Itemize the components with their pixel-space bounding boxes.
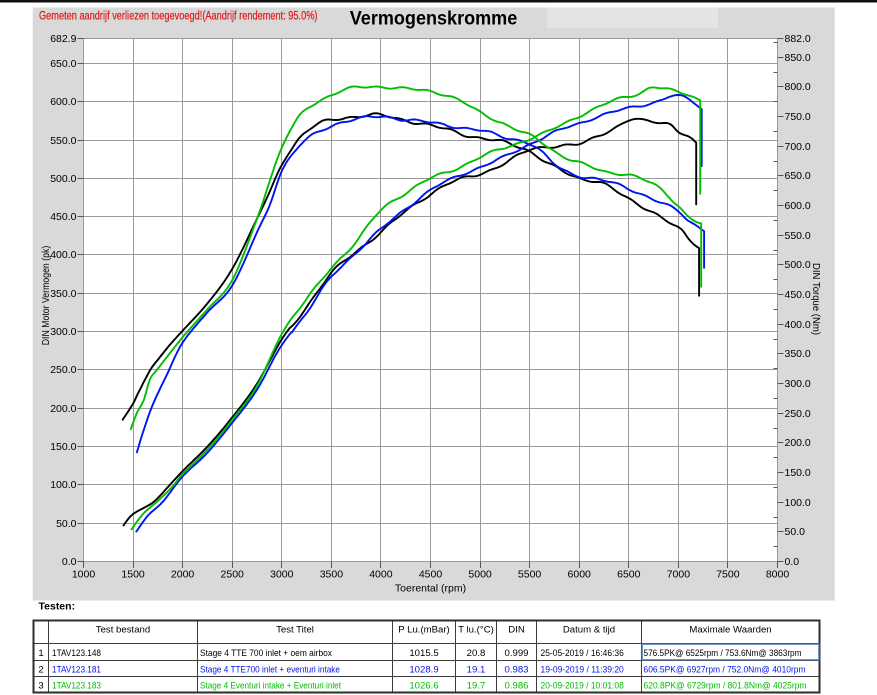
svg-text:DIN Motor Vermogen (pk): DIN Motor Vermogen (pk)	[40, 246, 52, 346]
svg-text:2: 2	[38, 664, 43, 675]
svg-text:Datum & tijd: Datum & tijd	[563, 625, 615, 636]
svg-text:1: 1	[38, 648, 43, 659]
svg-text:Stage 4 TTE 700 inlet + oem a: Stage 4 TTE 700 inlet + oem airbox	[200, 648, 332, 659]
svg-text:606.5PK@ 6927rpm / 752.0Nm@ 40: 606.5PK@ 6927rpm / 752.0Nm@ 4010rpm	[644, 664, 806, 675]
svg-text:7000: 7000	[667, 569, 691, 581]
svg-text:150.0: 150.0	[50, 441, 76, 453]
svg-text:6000: 6000	[568, 569, 592, 581]
svg-text:DIN Torque (Nm): DIN Torque (Nm)	[810, 263, 822, 335]
svg-text:100.0: 100.0	[50, 479, 76, 491]
svg-text:Vermogenskromme: Vermogenskromme	[350, 8, 518, 29]
svg-text:600.0: 600.0	[785, 200, 811, 212]
svg-text:1TAV123.183: 1TAV123.183	[52, 681, 101, 692]
svg-text:576.5PK@ 6525rpm / 753.6Nm@ 38: 576.5PK@ 6525rpm / 753.6Nm@ 3863rpm	[644, 648, 802, 659]
svg-text:0.0: 0.0	[62, 556, 77, 568]
svg-text:19-09-2019 / 11:39:20: 19-09-2019 / 11:39:20	[541, 664, 624, 675]
svg-text:Toerental (rpm): Toerental (rpm)	[395, 583, 466, 595]
svg-text:25-05-2019 / 16:46:36: 25-05-2019 / 16:46:36	[541, 648, 624, 659]
svg-text:500.0: 500.0	[50, 173, 76, 185]
svg-text:DIN: DIN	[508, 625, 525, 636]
svg-text:650.0: 650.0	[785, 170, 811, 182]
svg-text:1028.9: 1028.9	[409, 664, 438, 675]
svg-text:4500: 4500	[419, 569, 443, 581]
svg-text:50.0: 50.0	[785, 526, 806, 538]
svg-text:650.0: 650.0	[50, 58, 76, 70]
svg-text:1015.5: 1015.5	[409, 648, 438, 659]
svg-text:Testen:: Testen:	[39, 601, 76, 613]
svg-text:550.0: 550.0	[785, 230, 811, 242]
svg-text:3: 3	[38, 681, 43, 692]
svg-text:850.0: 850.0	[785, 52, 811, 64]
svg-text:750.0: 750.0	[785, 111, 811, 123]
svg-text:5500: 5500	[518, 569, 542, 581]
svg-text:Stage 4 Eventuri intake + Even: Stage 4 Eventuri intake + Eventuri inlet	[200, 681, 341, 692]
svg-text:50.0: 50.0	[56, 518, 77, 530]
svg-text:300.0: 300.0	[50, 326, 76, 338]
svg-text:450.0: 450.0	[50, 211, 76, 223]
svg-text:20.8: 20.8	[467, 648, 486, 659]
svg-text:0.983: 0.983	[504, 664, 528, 675]
svg-text:1000: 1000	[72, 569, 96, 581]
svg-text:P Lu.(mBar): P Lu.(mBar)	[398, 625, 450, 636]
svg-text:1TAV123.148: 1TAV123.148	[52, 648, 101, 659]
svg-text:0.986: 0.986	[504, 681, 528, 692]
svg-text:3500: 3500	[320, 569, 344, 581]
svg-text:Stage 4 TTE700 inlet + eventur: Stage 4 TTE700 inlet + eventuri intake	[200, 664, 340, 675]
svg-text:500.0: 500.0	[785, 259, 811, 271]
svg-text:400.0: 400.0	[50, 249, 76, 261]
svg-text:300.0: 300.0	[785, 378, 811, 390]
svg-text:150.0: 150.0	[785, 467, 811, 479]
svg-text:20-09-2019 / 10:01:08: 20-09-2019 / 10:01:08	[541, 681, 624, 692]
svg-text:400.0: 400.0	[785, 319, 811, 331]
svg-text:200.0: 200.0	[785, 437, 811, 449]
svg-text:450.0: 450.0	[785, 289, 811, 301]
svg-text:1TAV123.181: 1TAV123.181	[52, 664, 101, 675]
svg-text:0.0: 0.0	[785, 556, 800, 568]
svg-text:2000: 2000	[171, 569, 195, 581]
svg-text:700.0: 700.0	[785, 141, 811, 153]
svg-text:250.0: 250.0	[50, 364, 76, 376]
svg-text:600.0: 600.0	[50, 96, 76, 108]
svg-text:682.9: 682.9	[50, 33, 76, 45]
svg-text:6500: 6500	[617, 569, 641, 581]
svg-text:Test bestand: Test bestand	[96, 625, 150, 636]
svg-text:19.7: 19.7	[467, 681, 486, 692]
svg-text:7500: 7500	[716, 569, 740, 581]
svg-text:Test Titel: Test Titel	[276, 625, 314, 636]
svg-text:Gemeten aandrijf verliezen toe: Gemeten aandrijf verliezen toegevoegd!(A…	[39, 8, 318, 22]
svg-text:800.0: 800.0	[785, 81, 811, 93]
svg-text:882.0: 882.0	[785, 33, 811, 45]
svg-text:T lu.(°C): T lu.(°C)	[458, 625, 494, 636]
svg-text:8000: 8000	[766, 569, 790, 581]
svg-text:200.0: 200.0	[50, 403, 76, 415]
svg-text:550.0: 550.0	[50, 135, 76, 147]
svg-text:3000: 3000	[270, 569, 294, 581]
svg-text:350.0: 350.0	[785, 348, 811, 360]
svg-text:1500: 1500	[121, 569, 145, 581]
svg-text:1026.6: 1026.6	[409, 681, 438, 692]
svg-text:Maximale Waarden: Maximale Waarden	[689, 625, 771, 636]
svg-text:620.8PK@ 6729rpm / 801.8Nm@ 40: 620.8PK@ 6729rpm / 801.8Nm@ 4025rpm	[644, 681, 807, 692]
svg-text:5000: 5000	[468, 569, 492, 581]
svg-text:100.0: 100.0	[785, 497, 811, 509]
svg-text:350.0: 350.0	[50, 288, 76, 300]
svg-text:4000: 4000	[369, 569, 393, 581]
svg-text:19.1: 19.1	[467, 664, 486, 675]
svg-text:0.999: 0.999	[504, 648, 528, 659]
svg-text:2500: 2500	[221, 569, 245, 581]
svg-text:250.0: 250.0	[785, 408, 811, 420]
